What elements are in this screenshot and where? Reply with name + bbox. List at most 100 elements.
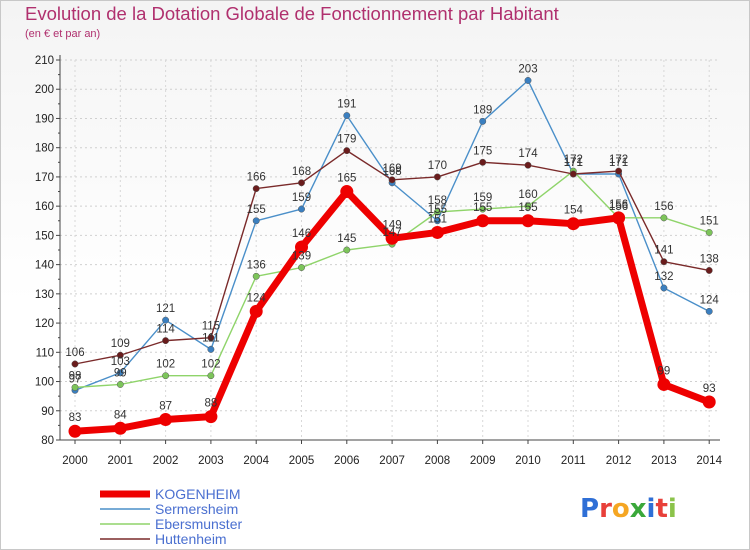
data-point-kogenheim bbox=[476, 214, 490, 228]
data-point-kogenheim bbox=[430, 225, 444, 239]
data-label-huttenheim: 141 bbox=[654, 245, 673, 257]
data-label-sermersheim: 132 bbox=[654, 271, 673, 283]
legend-label: Huttenheim bbox=[155, 531, 227, 547]
data-label-ebersmunster: 139 bbox=[292, 251, 311, 263]
data-point-sermersheim bbox=[207, 345, 215, 353]
proxiti-logo: Proxiti bbox=[580, 494, 677, 524]
data-label-ebersmunster: 160 bbox=[518, 189, 537, 201]
data-point-huttenheim bbox=[298, 179, 305, 187]
data-point-kogenheim bbox=[249, 304, 263, 318]
data-label-kogenheim: 87 bbox=[159, 401, 172, 413]
x-tick-label: 2004 bbox=[243, 455, 269, 467]
data-point-huttenheim bbox=[660, 258, 668, 266]
data-point-sermersheim bbox=[162, 316, 170, 324]
data-point-ebersmunster bbox=[343, 246, 351, 254]
x-tick-label: 2010 bbox=[515, 455, 541, 467]
legend-label: Sermersheim bbox=[155, 501, 238, 517]
data-label-huttenheim: 174 bbox=[518, 148, 538, 160]
data-label-ebersmunster: 159 bbox=[473, 192, 492, 204]
y-tick-label: 170 bbox=[35, 172, 54, 184]
x-tick-label: 2000 bbox=[62, 455, 88, 467]
data-point-kogenheim bbox=[68, 424, 82, 438]
x-tick-label: 2011 bbox=[561, 455, 586, 467]
data-point-sermersheim bbox=[479, 117, 487, 125]
data-point-huttenheim bbox=[433, 173, 441, 181]
data-label-kogenheim: 99 bbox=[658, 365, 671, 377]
data-point-huttenheim bbox=[343, 147, 351, 155]
data-label-sermersheim: 121 bbox=[156, 303, 175, 315]
data-point-huttenheim bbox=[71, 360, 79, 368]
x-tick-label: 2009 bbox=[470, 455, 496, 467]
y-tick-label: 160 bbox=[35, 201, 54, 213]
data-label-ebersmunster: 151 bbox=[700, 215, 719, 227]
data-label-ebersmunster: 172 bbox=[564, 154, 583, 166]
data-point-ebersmunster bbox=[116, 381, 124, 388]
data-point-ebersmunster bbox=[660, 214, 668, 222]
x-tick-label: 2001 bbox=[108, 455, 134, 467]
data-label-kogenheim: 156 bbox=[609, 199, 628, 211]
y-tick-label: 130 bbox=[35, 289, 54, 301]
data-point-sermersheim bbox=[705, 307, 713, 315]
data-point-ebersmunster bbox=[705, 229, 713, 236]
y-tick-label: 140 bbox=[35, 260, 54, 272]
data-label-ebersmunster: 102 bbox=[156, 359, 175, 371]
data-point-huttenheim bbox=[479, 158, 487, 166]
data-point-sermersheim bbox=[343, 112, 351, 119]
data-label-sermersheim: 159 bbox=[292, 192, 311, 204]
x-tick-label: 2013 bbox=[651, 455, 677, 467]
data-point-huttenheim bbox=[615, 167, 623, 175]
data-point-ebersmunster bbox=[479, 205, 487, 213]
data-label-sermersheim: 191 bbox=[337, 99, 356, 111]
data-label-huttenheim: 172 bbox=[609, 154, 628, 166]
data-point-kogenheim bbox=[657, 377, 671, 391]
data-label-huttenheim: 115 bbox=[202, 321, 220, 333]
data-point-ebersmunster bbox=[162, 372, 170, 380]
data-label-sermersheim: 97 bbox=[69, 373, 82, 385]
data-label-huttenheim: 114 bbox=[156, 324, 175, 336]
data-point-ebersmunster bbox=[524, 202, 532, 210]
data-label-ebersmunster: 145 bbox=[337, 233, 356, 245]
x-tick-label: 2012 bbox=[606, 455, 632, 467]
data-label-ebersmunster: 156 bbox=[609, 201, 628, 213]
data-label-huttenheim: 106 bbox=[65, 347, 84, 359]
y-tick-label: 190 bbox=[35, 113, 54, 125]
data-point-sermersheim bbox=[252, 217, 260, 225]
data-point-huttenheim bbox=[252, 185, 260, 193]
legend-label: Ebersmunster bbox=[155, 516, 242, 532]
data-label-ebersmunster: 99 bbox=[114, 367, 127, 379]
data-point-sermersheim bbox=[524, 77, 532, 84]
y-tick-label: 120 bbox=[35, 318, 54, 330]
y-tick-label: 150 bbox=[35, 230, 54, 242]
data-label-kogenheim: 83 bbox=[69, 412, 82, 424]
data-label-kogenheim: 155 bbox=[518, 202, 537, 214]
x-tick-label: 2008 bbox=[425, 455, 451, 467]
legend-label: KOGENHEIM bbox=[155, 486, 241, 502]
data-label-sermersheim: 171 bbox=[609, 157, 628, 169]
data-point-sermersheim bbox=[433, 217, 441, 225]
x-tick-label: 2007 bbox=[379, 455, 405, 467]
x-tick-label: 2006 bbox=[334, 455, 360, 467]
data-point-kogenheim bbox=[566, 217, 580, 231]
data-label-sermersheim: 203 bbox=[518, 63, 537, 75]
data-label-ebersmunster: 156 bbox=[654, 201, 673, 213]
data-label-sermersheim: 111 bbox=[202, 332, 219, 344]
data-label-kogenheim: 149 bbox=[383, 219, 402, 231]
data-point-ebersmunster bbox=[433, 208, 441, 216]
data-point-kogenheim bbox=[295, 240, 308, 254]
data-point-kogenheim bbox=[521, 214, 535, 228]
data-point-huttenheim bbox=[207, 334, 215, 342]
data-point-ebersmunster bbox=[298, 264, 305, 271]
data-point-sermersheim bbox=[116, 369, 124, 377]
data-label-sermersheim: 168 bbox=[383, 166, 402, 178]
data-label-huttenheim: 168 bbox=[292, 166, 311, 178]
y-tick-label: 210 bbox=[35, 55, 54, 67]
data-label-huttenheim: 171 bbox=[564, 157, 583, 169]
data-point-sermersheim bbox=[298, 205, 305, 213]
y-tick-label: 100 bbox=[35, 377, 54, 389]
data-label-kogenheim: 88 bbox=[205, 398, 218, 410]
data-label-huttenheim: 138 bbox=[700, 253, 719, 265]
data-label-sermersheim: 171 bbox=[564, 157, 583, 169]
data-label-kogenheim: 84 bbox=[114, 409, 127, 421]
data-label-kogenheim: 165 bbox=[337, 173, 356, 185]
